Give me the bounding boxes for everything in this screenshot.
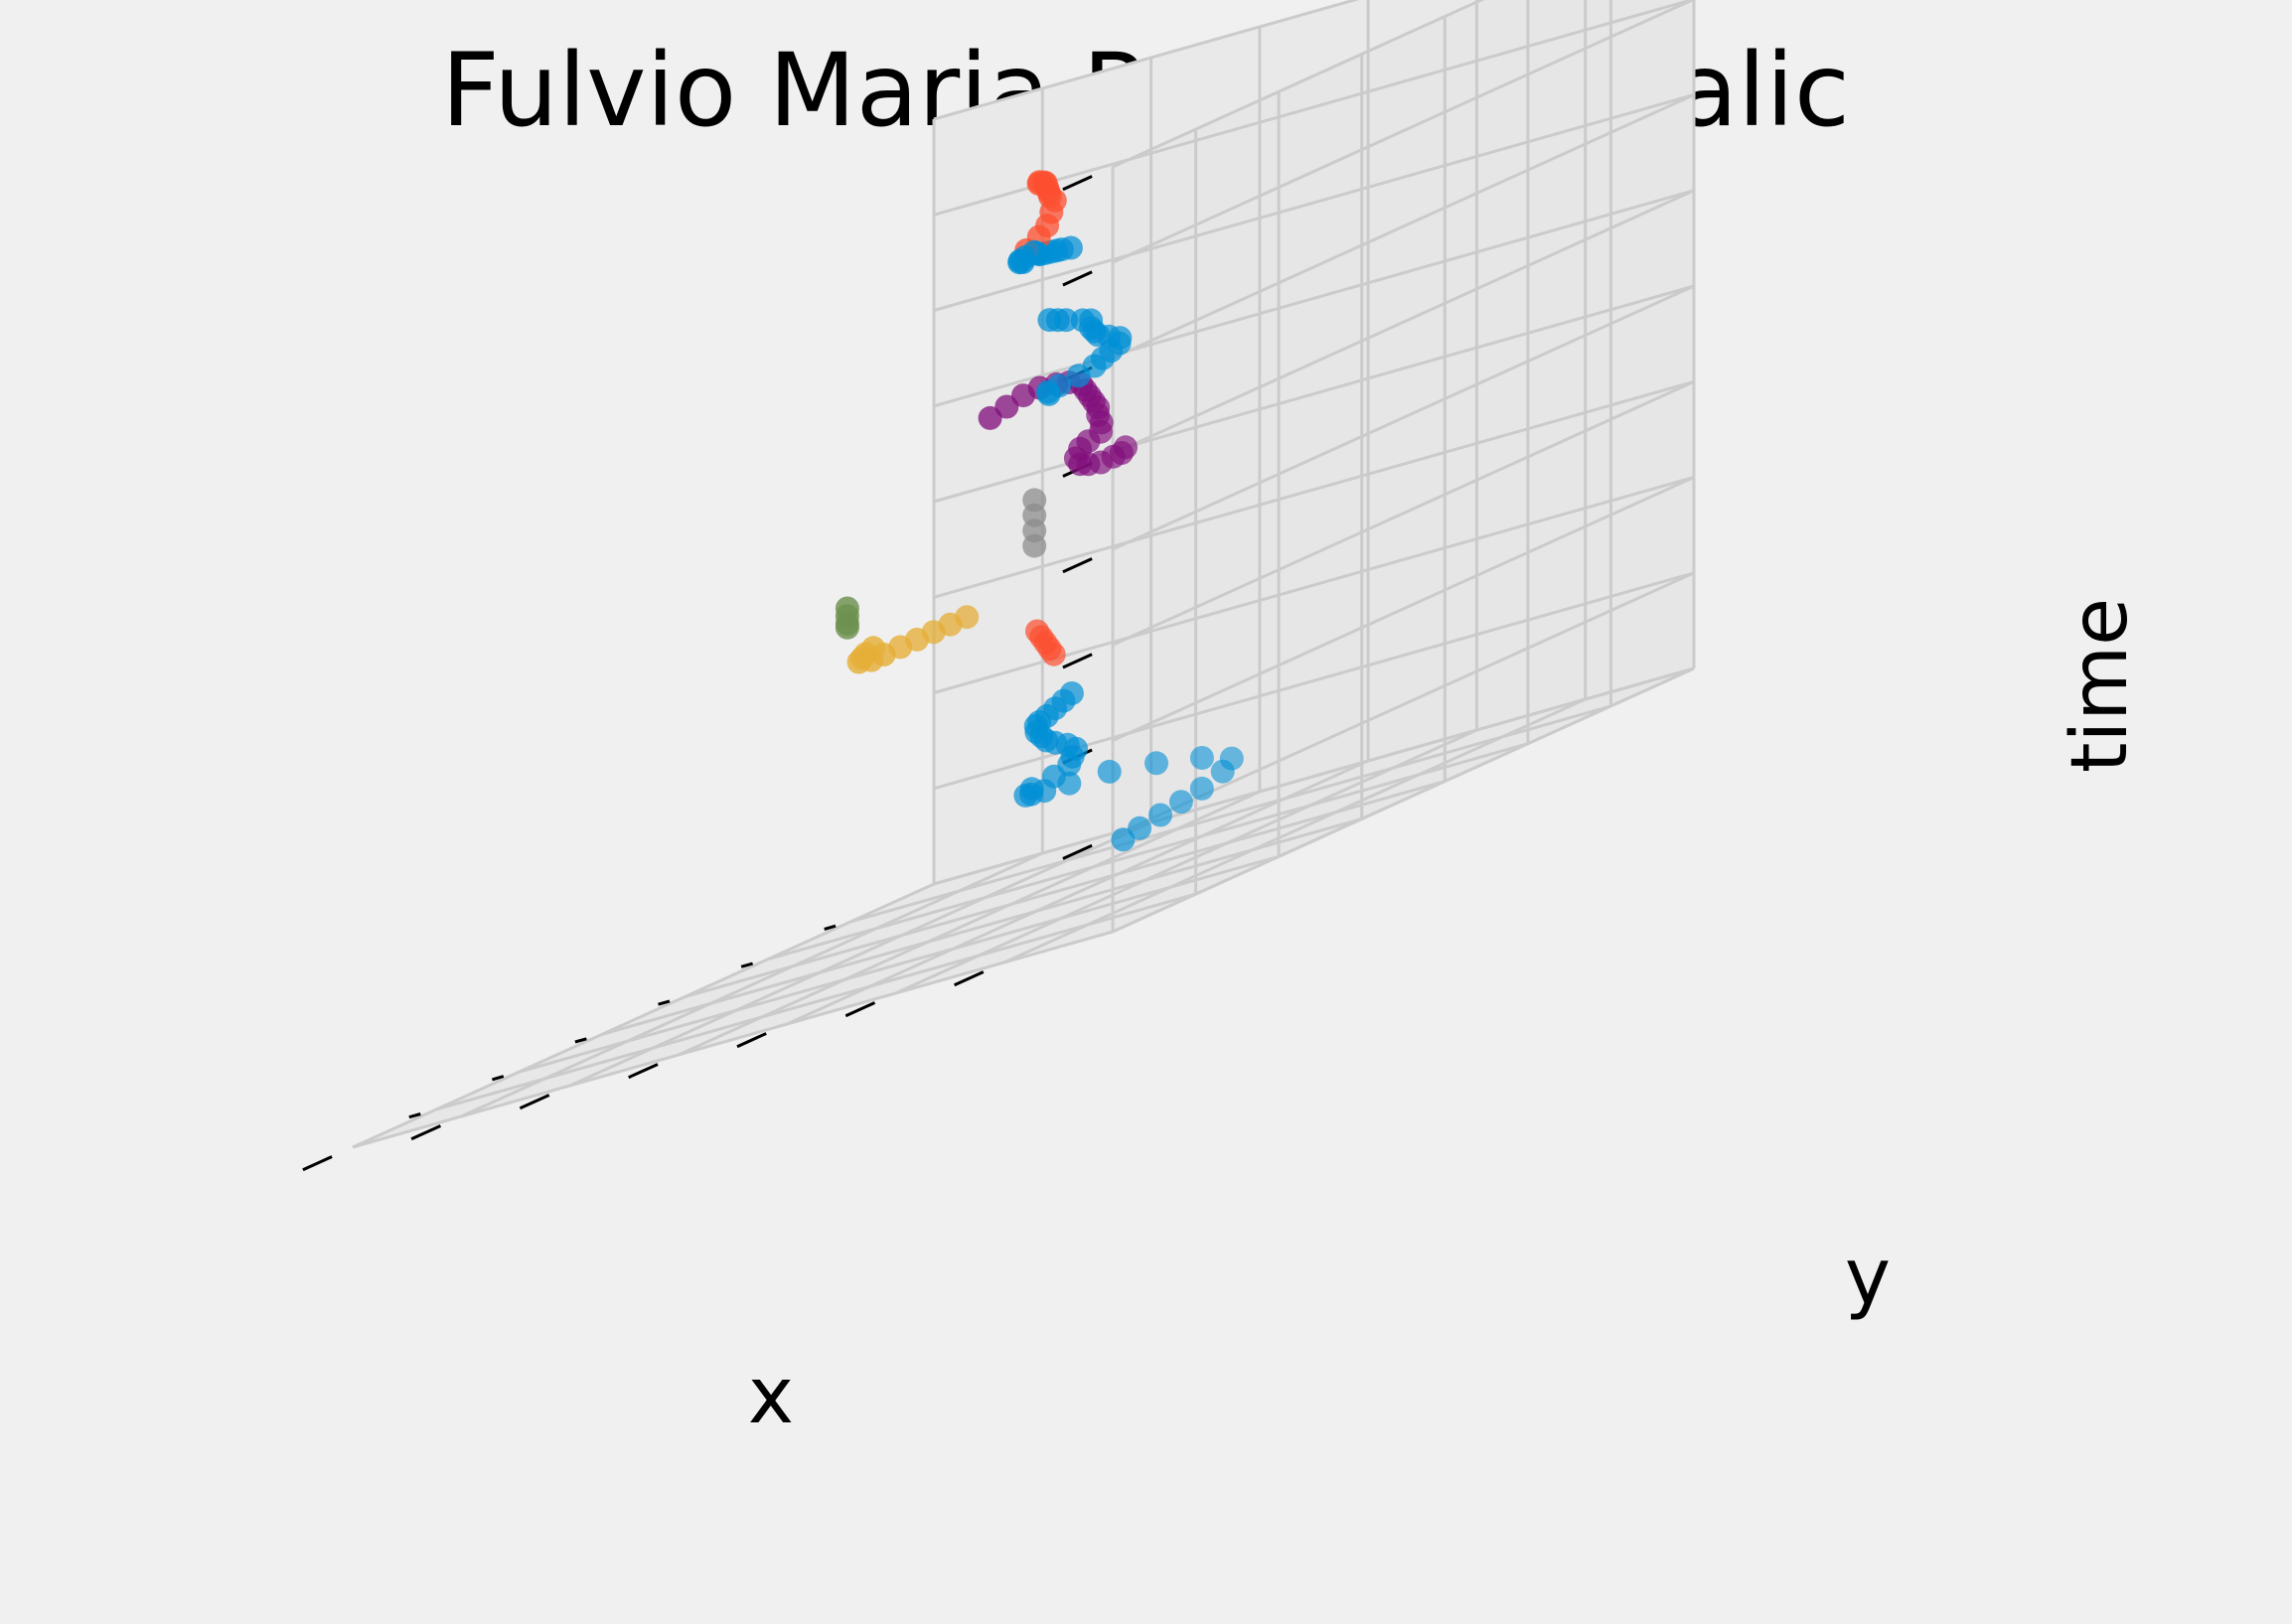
y-tick [628, 1063, 659, 1080]
grid-line-back-z [933, 284, 1695, 504]
y-axis-label: y [1845, 1233, 1891, 1322]
x-axis-label: x [748, 1352, 794, 1441]
grid-line-side-z [1112, 379, 1695, 647]
x-tick [658, 999, 671, 1006]
x-tick [574, 1037, 587, 1044]
z-axis-label: time [2056, 598, 2145, 773]
scatter-point [1128, 815, 1152, 840]
grid-line-back-z [933, 0, 1695, 217]
grid-line-floor-x [435, 892, 1197, 1111]
scatter-point [1041, 764, 1066, 789]
scatter-point [1025, 619, 1049, 644]
y-tick [302, 1155, 333, 1172]
grid-line-back-z [933, 379, 1695, 599]
grid-line-floor-x [767, 742, 1529, 961]
scatter-point [1022, 488, 1047, 513]
grid-line-back-z [933, 189, 1695, 408]
scatter-point [1189, 776, 1214, 801]
scatter-point [846, 650, 871, 674]
scatter-point [1035, 379, 1060, 404]
y-tick [736, 1032, 767, 1049]
scatter-point [1210, 759, 1235, 784]
grid-line-floor-y [1003, 697, 1587, 964]
scatter-point [1013, 783, 1038, 808]
grid-line-side-z [1112, 0, 1695, 264]
grid-line-floor-x [518, 854, 1280, 1074]
grid-line-side-z [1112, 666, 1695, 934]
z-tick [1062, 175, 1093, 192]
y-tick [519, 1094, 550, 1110]
grid-line-back-z [933, 93, 1695, 312]
grid-line-floor-y [786, 759, 1369, 1026]
grid-line-floor-y [678, 790, 1261, 1057]
axes-grid [352, 0, 1696, 1149]
scatter-point [978, 405, 1002, 430]
grid-line-floor-x [352, 930, 1114, 1149]
scatter-point [835, 615, 859, 640]
grid-line-side-z [1112, 189, 1695, 456]
grid-line-back-z [933, 0, 1360, 121]
grid-line-back-z [933, 666, 1695, 886]
scatter-point [1023, 714, 1048, 738]
grid-line-floor-x [849, 704, 1611, 924]
grid-line-floor-y [568, 820, 1152, 1088]
scatter-point [1070, 308, 1095, 333]
scatter-point [1026, 171, 1051, 196]
grid-line-floor-y [460, 851, 1043, 1118]
scatter-point [1097, 759, 1122, 784]
z-tick [1062, 557, 1093, 574]
scatter-points [835, 170, 1244, 852]
z-tick [1062, 843, 1093, 860]
grid-line-side-z [1112, 284, 1695, 551]
scatter-point [1037, 308, 1062, 333]
y-tick [410, 1124, 442, 1141]
grid-line-side-z [1112, 93, 1695, 360]
y-tick [844, 1001, 876, 1018]
grid-line-floor-x [684, 780, 1446, 999]
axes-panes [353, 0, 1694, 1147]
x-tick [491, 1075, 505, 1082]
grid-line-floor-y [894, 728, 1478, 995]
scatter-point [1145, 751, 1168, 776]
x-tick [740, 961, 754, 968]
grid-line-floor-x [601, 816, 1363, 1036]
scatter-point [1189, 746, 1214, 770]
x-tick [824, 924, 837, 931]
scatter-point [1148, 803, 1172, 827]
scatter-point [1007, 250, 1032, 275]
grid-line-floor-y [352, 882, 935, 1149]
y-tick [953, 970, 985, 987]
z-tick [1062, 653, 1093, 669]
scatter-point [1168, 790, 1193, 814]
scatter-point [1066, 364, 1091, 388]
x-tick [408, 1112, 421, 1119]
grid-line-side-z [1112, 0, 1485, 169]
scatter-point [1063, 446, 1088, 471]
grid-line-side-z [1112, 476, 1695, 742]
z-tick [1062, 270, 1093, 287]
scatter-point [1111, 827, 1136, 852]
